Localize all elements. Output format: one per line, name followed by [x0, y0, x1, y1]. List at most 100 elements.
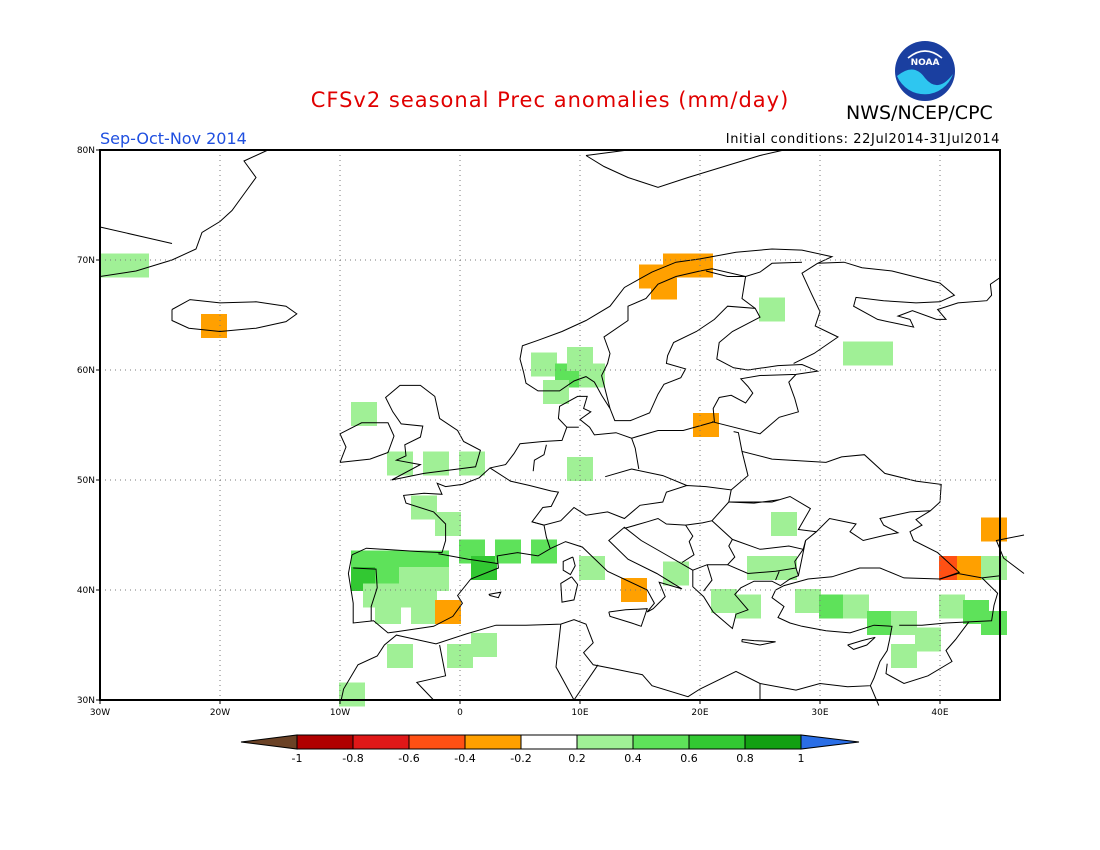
initial-conditions-label: Initial conditions: 22Jul2014-31Jul2014 [725, 132, 1000, 147]
coastline [711, 374, 800, 435]
coastline [99, 226, 173, 244]
coastline [438, 553, 499, 565]
coastlines [99, 149, 1025, 706]
colorbar-bin [688, 734, 746, 750]
anomaly-cell [693, 413, 719, 437]
coastline [794, 540, 807, 576]
lon-tick-label: 40E [931, 708, 948, 718]
lat-tick-label: 80N [77, 146, 95, 156]
coastline [733, 431, 743, 452]
lon-tick-label: 30E [811, 708, 828, 718]
season-label: Sep-Oct-Nov 2014 [100, 129, 247, 148]
anomaly-cell [495, 539, 521, 564]
coastline [847, 636, 876, 650]
anomaly-cell [981, 517, 1007, 542]
coastline [885, 621, 970, 685]
anomaly-cell [771, 556, 797, 580]
colorbar-bin [408, 734, 466, 750]
colorbar-label: 0.6 [680, 752, 698, 765]
coastline [353, 567, 378, 621]
anomaly-cell [471, 633, 497, 657]
colorbar-bin [520, 734, 578, 750]
anomaly-cell [201, 314, 227, 338]
anomaly-cell [981, 611, 1007, 635]
coastline [705, 261, 803, 277]
anomaly-cell [387, 644, 413, 668]
lat-tick-label: 30N [77, 696, 95, 706]
axis-labels: 30W 20W 10W 0 10E 20E 30E 40E 30N 40N 50N 60N 70N 80N [77, 146, 949, 718]
colorbar-bin [632, 734, 690, 750]
colorbar-label: 0.8 [736, 752, 754, 765]
anomaly-cell [891, 644, 917, 668]
anomaly-cell [711, 589, 737, 613]
noaa-logo-text: NOAA [911, 58, 940, 68]
anomaly-cell [819, 594, 845, 619]
colorbar-label: -0.6 [398, 752, 419, 765]
lon-tick-label: 30W [90, 708, 110, 718]
noaa-logo: NOAA [895, 41, 955, 101]
coastline [939, 572, 1001, 580]
coastline [489, 467, 560, 549]
anomaly-cell [411, 495, 437, 520]
anomaly-cell [471, 556, 497, 580]
coastline [384, 384, 481, 481]
coastline [488, 591, 502, 599]
anomaly-cell [915, 627, 941, 652]
coastline [531, 484, 732, 529]
coastline [730, 450, 942, 512]
anomaly-cell [435, 600, 461, 624]
coastline [775, 571, 780, 581]
lat-tick-label: 40N [77, 586, 95, 596]
coastline [711, 520, 804, 550]
lon-tick-label: 0 [457, 708, 463, 718]
colorbar-label: 0.2 [568, 752, 586, 765]
coastline [605, 468, 687, 486]
colorbar-bin [576, 734, 634, 750]
coastline [681, 524, 695, 563]
anomaly-cell [339, 682, 365, 707]
anomaly-cell [99, 253, 125, 278]
anomaly-cell [387, 451, 413, 476]
anomaly-cells [99, 253, 1007, 707]
anomaly-cell [771, 512, 797, 536]
anomaly-cell [531, 539, 557, 564]
anomaly-cell [867, 611, 893, 635]
colorbar-bin [352, 734, 410, 750]
anomaly-cell [375, 600, 401, 624]
lon-tick-label: 20W [210, 708, 230, 718]
coastline [340, 510, 961, 701]
coastline [899, 577, 999, 626]
colorbar-label: -0.2 [510, 752, 531, 765]
agency-label: NWS/NCEP/CPC [846, 102, 993, 124]
coastline [171, 299, 298, 333]
colorbar-max-arrow [800, 734, 860, 750]
coastline [415, 644, 447, 701]
coastline [601, 268, 756, 409]
coastline [741, 639, 776, 646]
map-title: CFSv2 seasonal Prec anomalies (mm/day) [310, 88, 790, 112]
coastline [631, 438, 640, 470]
anomaly-cell [747, 556, 773, 580]
anomaly-cell [435, 512, 461, 536]
colorbar-label: 1 [798, 752, 805, 765]
colorbar-legend: -1 -0.8 -0.6 -0.4 -0.2 0.2 0.4 0.6 0.8 1 [240, 734, 860, 765]
coastline [727, 564, 797, 575]
lat-tick-label: 70N [77, 256, 95, 266]
colorbar-label: 0.4 [624, 752, 642, 765]
coastline [532, 444, 547, 472]
anomaly-cell [543, 380, 569, 404]
lon-tick-label: 20E [691, 708, 708, 718]
colorbar-bin [296, 734, 354, 750]
anomaly-cell [735, 594, 761, 619]
anomaly-cell [663, 561, 689, 586]
coastline [560, 576, 579, 603]
colorbar-min-arrow [240, 734, 298, 750]
anomaly-cell [843, 341, 869, 366]
anomaly-cell [795, 589, 821, 613]
anomaly-cell [579, 556, 605, 580]
lon-tick-label: 10E [571, 708, 588, 718]
colorbar-bin [744, 734, 802, 750]
anomaly-cell [867, 341, 893, 366]
coastline [703, 564, 713, 592]
